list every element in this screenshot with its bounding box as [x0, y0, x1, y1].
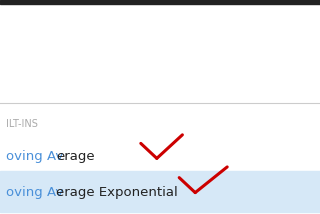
Text: ILT-INS: ILT-INS: [6, 119, 38, 129]
Text: oving Av: oving Av: [6, 186, 64, 199]
Text: oving Av: oving Av: [6, 150, 64, 163]
Text: erage: erage: [56, 150, 95, 163]
Bar: [0, 171, 320, 212]
Text: erage Exponential: erage Exponential: [56, 186, 178, 199]
Bar: [0, 0, 320, 4]
